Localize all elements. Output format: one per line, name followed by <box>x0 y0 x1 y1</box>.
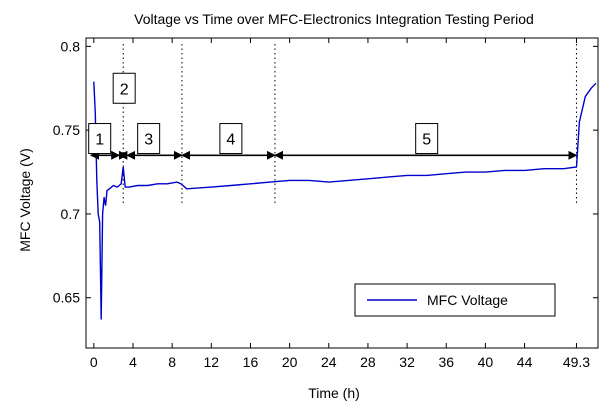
phase-4-box <box>219 123 243 155</box>
x-axis-label: Time (h) <box>308 385 360 401</box>
x-tick-label: 28 <box>360 354 376 370</box>
plot-area: 0 4 8 12 16 20 24 28 32 36 40 44 49.30.650.70.750.81… <box>53 37 599 370</box>
x-tick-label: 49.3 <box>563 354 590 370</box>
phase-1-label: 1 <box>95 132 104 149</box>
y-axis-label: MFC Voltage (V) <box>17 148 33 251</box>
x-tick-label: 36 <box>438 354 454 370</box>
x-tick-label: 0 <box>90 354 98 370</box>
phase-5-label: 5 <box>422 132 431 149</box>
phase-5-box <box>415 123 439 155</box>
phase-4-label: 4 <box>226 132 235 149</box>
x-tick-label: 4 <box>129 354 137 370</box>
phase-1-box <box>88 123 112 155</box>
phase-2-label: 2 <box>120 81 129 98</box>
chart-title: Voltage vs Time over MFC-Electronics Int… <box>134 11 534 27</box>
x-tick-label: 40 <box>478 354 494 370</box>
x-tick-label: 16 <box>243 354 259 370</box>
x-tick-label: 8 <box>168 354 176 370</box>
x-tick-label: 44 <box>517 354 533 370</box>
x-tick-label: 20 <box>282 354 298 370</box>
y-tick-label: 0.7 <box>61 206 81 222</box>
phase-3-box <box>137 123 161 155</box>
y-tick-label: 0.8 <box>61 38 81 54</box>
x-tick-label: 32 <box>399 354 415 370</box>
y-tick-label: 0.75 <box>53 122 80 138</box>
x-tick-label: 12 <box>204 354 220 370</box>
phase-3-label: 3 <box>144 132 153 149</box>
y-tick-label: 0.65 <box>53 290 80 306</box>
phase-2-box <box>112 72 136 104</box>
legend-label: MFC Voltage <box>427 292 508 308</box>
series-line-mfc-voltage <box>93 81 597 320</box>
x-tick-label: 24 <box>321 354 337 370</box>
plot-frame <box>85 37 599 349</box>
